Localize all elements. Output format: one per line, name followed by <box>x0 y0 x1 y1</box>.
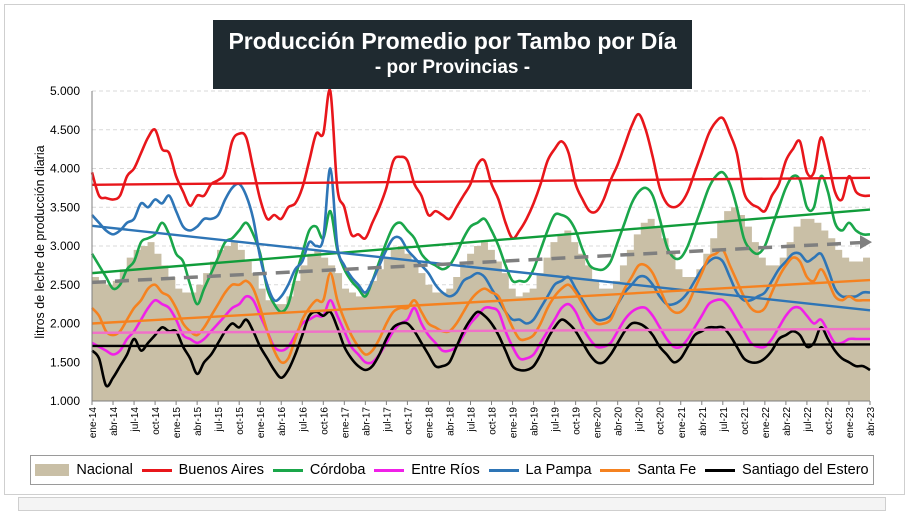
x-tick-label: jul-16 <box>298 407 309 433</box>
x-tick-label: ene-19 <box>509 407 520 439</box>
x-tick-label: oct-21 <box>740 407 751 435</box>
legend-item: Santa Fe <box>600 462 696 478</box>
legend-swatch <box>374 468 405 472</box>
trend-layer <box>91 176 872 348</box>
x-tick-label: abr-19 <box>530 407 541 436</box>
legend-label: Buenos Aires <box>178 462 265 478</box>
trendline-santiago-del-estero <box>91 343 871 348</box>
x-tick-label: ene-15 <box>172 407 183 439</box>
x-tick-label: jul-20 <box>635 407 646 433</box>
chart-title: Producción Promedio por Tambo por Día <box>228 28 677 54</box>
series-line-cordoba <box>90 170 871 314</box>
y-tick-label: 4.000 <box>50 162 80 176</box>
legend-label: Nacional <box>76 462 133 478</box>
y-tick-label: 5.000 <box>50 84 80 98</box>
x-tick-label: oct-19 <box>572 407 583 435</box>
y-tick-label: 3.000 <box>50 239 80 253</box>
legend-item: Nacional <box>35 462 133 478</box>
x-tick-label: abr-20 <box>614 407 625 436</box>
trendline-nacional <box>91 240 871 285</box>
x-tick-label: oct-14 <box>151 407 162 435</box>
x-tick-label: abr-15 <box>193 407 204 436</box>
chart-subtitle: - por Provincias - <box>374 57 531 78</box>
trendline-cordoba <box>91 208 871 275</box>
x-tick-label: abr-14 <box>109 407 120 436</box>
x-tick-label: ene-16 <box>256 407 267 439</box>
axis-layer: 1.000 1.500 2.000 2.500 3.000 3.500 4.000 4.500… <box>50 84 877 438</box>
legend-swatch <box>141 468 172 472</box>
x-tick-label: jul-22 <box>803 407 814 433</box>
x-tick-label: ene-14 <box>88 407 99 439</box>
y-tick-label: 3.500 <box>50 200 80 214</box>
legend-label: Santiago del Estero <box>742 462 869 478</box>
x-tick-label: oct-15 <box>235 407 246 435</box>
y-tick-label: 2.500 <box>50 278 80 292</box>
x-tick-label: ene-18 <box>424 407 435 439</box>
legend-label: Córdoba <box>309 462 366 478</box>
series-line-entre-rios <box>91 294 870 365</box>
x-tick-label: abr-23 <box>866 407 877 436</box>
x-tick-label: ene-20 <box>593 407 604 439</box>
x-tick-label: oct-22 <box>824 407 835 435</box>
x-tick-label: ene-22 <box>761 407 772 439</box>
legend-item: La Pampa <box>488 462 592 478</box>
x-tick-label: abr-18 <box>446 407 457 436</box>
legend-swatch <box>35 464 70 476</box>
legend-item: Buenos Aires <box>141 462 265 478</box>
y-axis-label: litros de leche de producción diaria <box>33 145 47 339</box>
x-tick-label: jul-19 <box>551 407 562 433</box>
trendline-santa-fe <box>91 278 871 325</box>
x-tick-label: jul-14 <box>130 407 141 433</box>
trendline-la-pampa <box>91 224 871 312</box>
x-tick-label: abr-21 <box>698 407 709 436</box>
x-tick-label: oct-18 <box>488 407 499 435</box>
chart-title-box: Producción Promedio por Tambo por Día - … <box>213 20 692 89</box>
legend-item: Córdoba <box>272 462 366 478</box>
area-layer <box>92 207 870 401</box>
x-tick-label: abr-17 <box>361 407 372 436</box>
series-line-santa-fe <box>91 248 870 365</box>
series-line-buenos-aires <box>90 88 871 240</box>
x-tick-label: oct-20 <box>656 407 667 435</box>
legend-swatch <box>600 468 631 472</box>
legend-swatch <box>705 468 736 472</box>
x-tick-label: jul-15 <box>214 407 225 433</box>
legend-label: Santa Fe <box>637 462 697 478</box>
legend-swatch <box>272 468 303 472</box>
legend-label: La Pampa <box>525 462 592 478</box>
y-tick-label: 2.000 <box>50 317 80 331</box>
series-area-nacional <box>92 207 870 401</box>
legend-swatch <box>488 468 519 472</box>
x-tick-label: jul-17 <box>382 407 393 433</box>
legend-item: Entre Ríos <box>374 462 480 478</box>
legend-item: Santiago del Estero <box>705 462 869 478</box>
x-tick-label: oct-17 <box>403 407 414 435</box>
y-tick-label: 1.000 <box>50 394 80 408</box>
legend: Nacional Buenos Aires Córdoba Entre Ríos La … <box>30 455 874 485</box>
trendline-buenos-aires <box>91 176 871 186</box>
x-tick-label: ene-23 <box>845 407 856 439</box>
y-tick-label: 1.500 <box>50 355 80 369</box>
x-tick-label: ene-21 <box>677 407 688 439</box>
x-tick-label: abr-16 <box>277 407 288 436</box>
trendline-arrow <box>860 235 872 250</box>
series-line-santiago-del-estero <box>91 310 871 388</box>
x-tick-label: jul-18 <box>467 407 478 433</box>
x-tick-label: ene-17 <box>340 407 351 439</box>
bottom-scroll-strip <box>18 497 886 511</box>
y-tick-label: 4.500 <box>50 123 80 137</box>
chart-frame <box>4 4 905 495</box>
x-tick-label: oct-16 <box>319 407 330 435</box>
legend-label: Entre Ríos <box>411 462 480 478</box>
x-tick-label: abr-22 <box>782 407 793 436</box>
trendline-entre-rios <box>91 327 871 334</box>
x-tick-label: jul-21 <box>719 407 730 433</box>
